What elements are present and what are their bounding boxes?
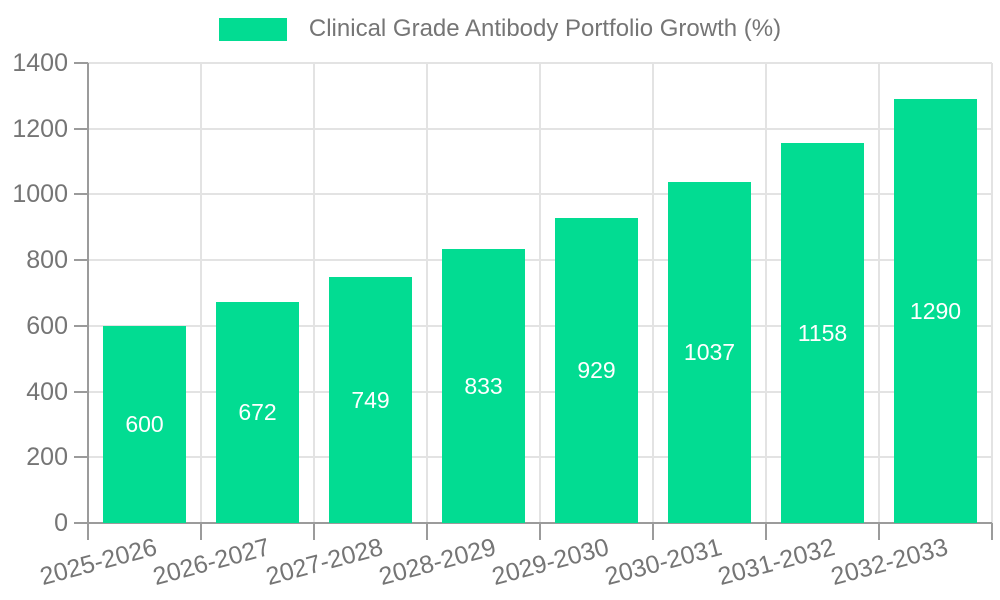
y-axis-tick <box>74 127 88 130</box>
x-tick-label: 2029-2030 <box>489 533 612 591</box>
y-tick-label: 200 <box>26 443 68 472</box>
x-axis-tick <box>652 523 654 540</box>
x-axis-tick <box>87 523 89 540</box>
chart-legend[interactable]: Clinical Grade Antibody Portfolio Growth… <box>0 14 1000 44</box>
grid-line-vertical <box>313 63 315 523</box>
y-tick-label: 800 <box>26 246 68 275</box>
bar[interactable]: 749 <box>329 277 412 523</box>
y-tick-label: 1000 <box>12 180 68 209</box>
x-tick-label: 2032-2033 <box>828 533 951 591</box>
y-tick-label: 0 <box>54 509 68 537</box>
y-axis-tick <box>74 324 88 327</box>
bar-value-label: 1037 <box>683 339 736 365</box>
x-axis-tick <box>200 523 202 540</box>
x-axis-tick <box>765 523 767 540</box>
bar-value-label: 929 <box>577 357 616 383</box>
grid-line-vertical <box>652 63 654 523</box>
bar[interactable]: 833 <box>442 249 525 523</box>
x-axis-tick <box>426 523 428 540</box>
y-axis-tick <box>74 62 88 64</box>
y-tick-label: 400 <box>26 377 68 406</box>
grid-line-vertical <box>539 63 541 523</box>
x-tick-label: 2030-2031 <box>602 533 725 591</box>
x-tick-label: 2025-2026 <box>37 533 160 591</box>
grid-line-vertical <box>426 63 428 523</box>
x-tick-label: 2031-2032 <box>715 533 838 591</box>
bar[interactable]: 1037 <box>668 182 751 523</box>
y-axis-tick <box>74 390 88 393</box>
legend-label: Clinical Grade Antibody Portfolio Growth… <box>308 15 782 42</box>
bar-value-label: 833 <box>464 372 503 399</box>
y-axis-tick <box>74 259 88 262</box>
grid-line-vertical <box>200 63 202 523</box>
bar[interactable]: 600 <box>103 326 186 523</box>
bar-value-label: 1158 <box>797 319 848 346</box>
y-axis-line <box>87 63 89 540</box>
bar-value-label: 672 <box>238 399 277 425</box>
bar[interactable]: 929 <box>555 218 638 523</box>
x-axis-tick <box>878 523 880 540</box>
x-axis-tick <box>313 523 315 540</box>
y-axis-tick <box>74 193 88 196</box>
x-tick-label: 2027-2028 <box>263 533 386 591</box>
y-axis-tick <box>74 456 88 459</box>
bar[interactable]: 1158 <box>781 143 864 523</box>
bar-value-label: 749 <box>351 386 390 413</box>
y-tick-label: 600 <box>26 311 68 340</box>
x-axis-tick <box>539 523 541 540</box>
bar[interactable]: 672 <box>216 302 299 523</box>
bar-value-label: 600 <box>125 411 164 437</box>
x-tick-label: 2028-2029 <box>376 533 499 591</box>
y-tick-label: 1200 <box>12 114 68 143</box>
grid-line-vertical <box>991 63 993 523</box>
y-axis-tick <box>74 522 88 524</box>
legend-swatch <box>218 17 287 41</box>
y-tick-label: 1400 <box>12 49 68 77</box>
grid-line-vertical <box>878 63 880 523</box>
x-tick-label: 2026-2027 <box>150 533 273 591</box>
bar[interactable]: 1290 <box>894 99 977 523</box>
bar-value-label: 1290 <box>909 297 962 324</box>
grid-line-vertical <box>765 63 767 523</box>
x-axis-tick <box>991 523 993 540</box>
